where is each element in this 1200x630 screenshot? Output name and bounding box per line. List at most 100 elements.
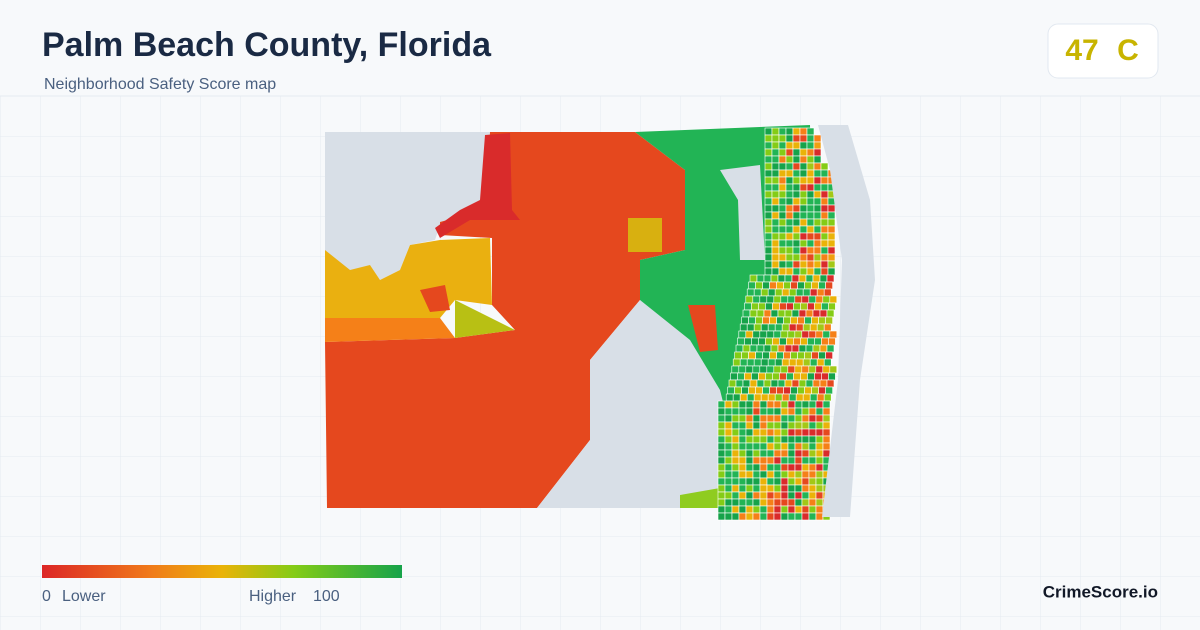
- neighborhood-tile: [769, 281, 777, 290]
- neighborhood-tile: [773, 512, 782, 521]
- neighborhood-tile: [724, 498, 733, 507]
- neighborhood-tile: [808, 435, 817, 444]
- neighborhood-tile: [765, 372, 773, 381]
- neighborhood-tile: [827, 253, 836, 262]
- neighborhood-tile: [717, 484, 726, 493]
- neighborhood-tile: [755, 316, 763, 325]
- neighborhood-tile: [812, 344, 821, 353]
- neighborhood-tile: [778, 169, 787, 178]
- neighborhood-tile: [820, 232, 829, 241]
- neighborhood-tile: [771, 162, 780, 171]
- neighborhood-tile: [764, 239, 773, 248]
- neighborhood-tile: [771, 267, 780, 276]
- neighborhood-tile: [738, 330, 747, 339]
- neighborhood-tile: [808, 477, 817, 486]
- neighborhood-tile: [738, 498, 747, 507]
- neighborhood-tile: [806, 148, 815, 157]
- neighborhood-tile: [738, 428, 747, 437]
- neighborhood-tile: [813, 134, 822, 143]
- neighborhood-tile: [820, 253, 829, 262]
- neighborhood-tile: [738, 512, 747, 521]
- neighborhood-tile: [749, 274, 758, 283]
- neighborhood-tile: [799, 246, 808, 255]
- neighborhood-tile: [807, 302, 815, 311]
- neighborhood-tile: [759, 400, 768, 409]
- neighborhood-tile: [781, 323, 790, 332]
- neighborhood-tile: [777, 344, 786, 353]
- neighborhood-tile: [815, 463, 824, 472]
- neighborhood-tile: [773, 449, 782, 458]
- neighborhood-tile: [717, 400, 726, 409]
- neighborhood-tile: [801, 498, 810, 507]
- neighborhood-tile: [732, 358, 741, 367]
- neighborhood-tile: [806, 141, 815, 150]
- neighborhood-tile: [771, 134, 780, 143]
- neighborhood-tile: [766, 491, 775, 500]
- neighborhood-tile: [808, 421, 817, 430]
- neighborhood-tile: [804, 351, 812, 360]
- neighborhood-tile: [809, 358, 818, 367]
- neighborhood-tile: [792, 190, 801, 199]
- score-box: [1047, 23, 1159, 79]
- neighborhood-tile: [773, 477, 782, 486]
- neighborhood-tile: [816, 288, 825, 297]
- neighborhood-tile: [766, 484, 775, 493]
- inland-area: [720, 165, 765, 260]
- neighborhood-tile: [731, 400, 740, 409]
- neighborhood-tile: [752, 400, 761, 409]
- neighborhood-tile: [779, 337, 787, 346]
- neighborhood-tile: [813, 204, 822, 213]
- neighborhood-tile: [813, 260, 822, 269]
- neighborhood-tile: [785, 239, 794, 248]
- neighborhood-tile: [820, 218, 829, 227]
- neighborhood-tile: [724, 505, 733, 514]
- neighborhood-tile: [745, 407, 754, 416]
- neighborhood-tile: [748, 316, 756, 325]
- neighborhood-tile: [731, 428, 740, 437]
- neighborhood-tile: [745, 470, 754, 479]
- neighborhood-tile: [802, 288, 811, 297]
- neighborhood-tile: [794, 491, 803, 500]
- neighborhood-tile: [752, 295, 761, 304]
- neighborhood-tile: [785, 155, 794, 164]
- neighborhood-tile: [773, 295, 782, 304]
- neighborhood-tile: [785, 162, 794, 171]
- neighborhood-tile: [738, 435, 747, 444]
- neighborhood-tile: [801, 456, 810, 465]
- neighborhood-tile: [828, 372, 836, 381]
- neighborhood-tile: [758, 302, 766, 311]
- neighborhood-tile: [769, 386, 777, 395]
- neighborhood-tile: [780, 428, 789, 437]
- neighborhood-tile: [787, 407, 796, 416]
- neighborhood-tile: [820, 246, 829, 255]
- neighborhood-tile: [794, 414, 803, 423]
- neighborhood-tile: [787, 295, 796, 304]
- neighborhood-tile: [774, 393, 783, 402]
- neighborhood-tile: [815, 456, 824, 465]
- neighborhood-tile: [785, 197, 794, 206]
- neighborhood-tile: [827, 204, 836, 213]
- neighborhood-tile: [779, 372, 787, 381]
- neighborhood-tile: [811, 281, 819, 290]
- neighborhood-tile: [759, 365, 768, 374]
- neighborhood-tile: [766, 512, 775, 521]
- neighborhood-tile: [770, 344, 779, 353]
- neighborhood-tile: [820, 197, 829, 206]
- neighborhood-tile: [738, 407, 747, 416]
- neighborhood-tile: [826, 274, 835, 283]
- neighborhood-tile: [764, 204, 773, 213]
- neighborhood-tile: [759, 456, 768, 465]
- neighborhood-tile: [763, 344, 772, 353]
- neighborhood-tile: [804, 386, 812, 395]
- neighborhood-tile: [779, 302, 787, 311]
- neighborhood-tile: [731, 470, 740, 479]
- neighborhood-tile: [808, 295, 817, 304]
- neighborhood-tile: [822, 421, 831, 430]
- neighborhood-tile: [806, 253, 815, 262]
- neighborhood-tile: [746, 393, 755, 402]
- neighborhood-tile: [820, 162, 829, 171]
- neighborhood-tile: [785, 127, 794, 136]
- neighborhood-tile: [777, 309, 786, 318]
- neighborhood-tile: [781, 393, 790, 402]
